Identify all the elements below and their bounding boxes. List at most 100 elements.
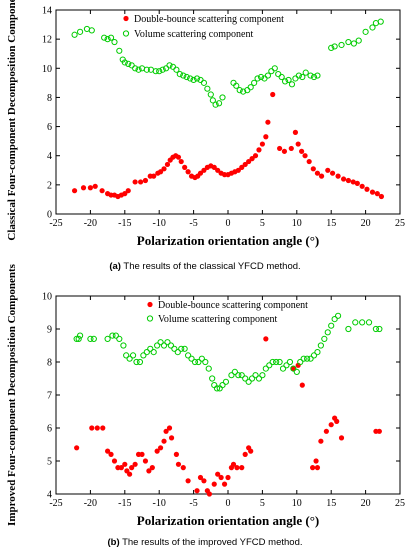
x-tick-label-classical: -25 [49,218,62,229]
x-tick-label-classical: -10 [153,218,166,229]
volume-point-improved [365,319,373,326]
double-bounce-point-classical [340,176,347,182]
double-bounce-point-classical [151,173,157,179]
double-bounce-point-classical [378,193,385,200]
legend-label-double-classical: Double-bounce scattering component [134,14,284,25]
volume-point-classical [76,28,84,35]
double-bounce-point-improved [108,451,114,457]
x-tick-label-improved: 25 [395,498,405,509]
volume-point-classical [215,100,223,107]
volume-point-classical [176,71,183,78]
double-bounce-point-improved [105,448,111,454]
y-tick-label-classical: 12 [42,35,52,46]
double-bounce-point-improved [334,418,340,424]
volume-point-classical [302,69,309,76]
x-tick-label-improved: 15 [326,498,336,509]
y-tick-label-improved: 10 [42,292,52,303]
volume-point-classical [288,81,296,88]
double-bounce-point-improved [239,465,245,471]
caption-classical: (a) The results of the classical YFCD me… [109,261,300,272]
volume-point-improved [136,358,144,366]
legend-classical: Double-bounce scattering component Volum… [122,14,284,40]
volume-point-improved [157,339,164,346]
x-tick-label-classical: -20 [84,218,97,229]
y-tick-label-classical: 10 [42,64,52,75]
y-tick-label-improved: 5 [47,457,52,468]
volume-point-improved [73,335,80,342]
volume-point-classical [362,28,369,35]
volume-point-improved [286,358,294,366]
volume-point-classical [180,72,187,79]
double-bounce-point-classical [299,148,305,154]
double-bounce-point-improved [194,488,200,494]
volume-point-classical [143,66,150,73]
double-bounce-point-improved [94,425,100,431]
volume-point-classical [71,31,78,38]
volume-point-classical [355,37,362,44]
volume-point-classical [209,97,216,104]
volume-point-classical [212,101,219,108]
volume-point-classical [314,72,321,79]
double-bounce-point-improved [168,435,175,441]
volume-point-improved [154,342,161,349]
volume-point-improved [317,342,324,349]
double-bounce-point-classical [142,177,149,184]
volume-point-improved [133,358,140,366]
double-bounce-point-classical [164,161,171,168]
x-axis-label-improved: Polarization orientation angle (°) [137,513,319,528]
volume-point-improved [376,325,383,333]
x-tick-label-improved: 20 [361,498,371,509]
x-tick-label-improved: -5 [189,498,197,509]
double-bounce-point-improved [185,478,191,484]
double-bounce-point-classical [364,186,370,192]
volume-point-improved [191,358,199,366]
volume-point-improved [273,358,280,366]
volume-point-improved [304,355,311,362]
volume-point-classical [268,68,275,75]
double-bounce-point-improved [314,465,321,471]
legend-improved: Double-bounce scattering component Volum… [146,300,308,325]
double-bounce-point-classical [99,188,105,194]
volume-point-classical [247,84,254,91]
legend-marker-double-improved [147,301,153,308]
double-bounce-point-classical [182,164,188,170]
double-bounce-point-improved [221,481,228,487]
volume-point-classical [166,62,173,69]
volume-point-classical [236,87,243,94]
volume-point-improved [222,378,230,385]
double-bounce-point-classical [235,167,241,173]
legend-marker-double-classical [123,15,129,22]
double-bounce-point-improved [180,465,186,471]
volume-point-classical [299,73,306,81]
double-bounce-point-improved [338,435,345,441]
legend-label-volume-improved: Volume scattering component [158,314,277,325]
volume-point-improved [116,335,123,342]
double-bounce-point-classical [161,166,167,172]
double-bounce-point-improved [142,458,149,464]
double-bounce-point-classical [201,167,207,173]
volume-point-improved [314,349,321,356]
double-bounce-point-improved [161,438,167,444]
x-tick-label-improved: -15 [118,498,131,509]
volume-point-classical [331,43,338,50]
double-bounce-point-classical [345,177,351,184]
volume-point-improved [245,378,252,385]
double-bounce-point-improved [206,491,213,497]
volume-point-improved [300,355,307,362]
volume-point-improved [171,345,178,352]
volume-point-improved [290,365,297,372]
volume-point-improved [345,325,352,333]
volume-point-classical [101,34,108,41]
double-bounce-point-improved [263,336,269,342]
double-bounce-point-classical [157,169,164,175]
double-bounce-point-improved [218,474,224,481]
volume-point-improved [129,352,137,359]
volume-point-classical [285,76,292,84]
x-axis-label-classical: Polarization orientation angle (°) [137,233,319,248]
volume-point-improved [195,358,202,366]
double-bounce-point-classical [350,179,356,185]
volume-point-classical [125,60,132,68]
volume-point-improved [178,345,185,352]
volume-point-classical [254,75,261,82]
double-bounce-point-improved [139,451,145,457]
